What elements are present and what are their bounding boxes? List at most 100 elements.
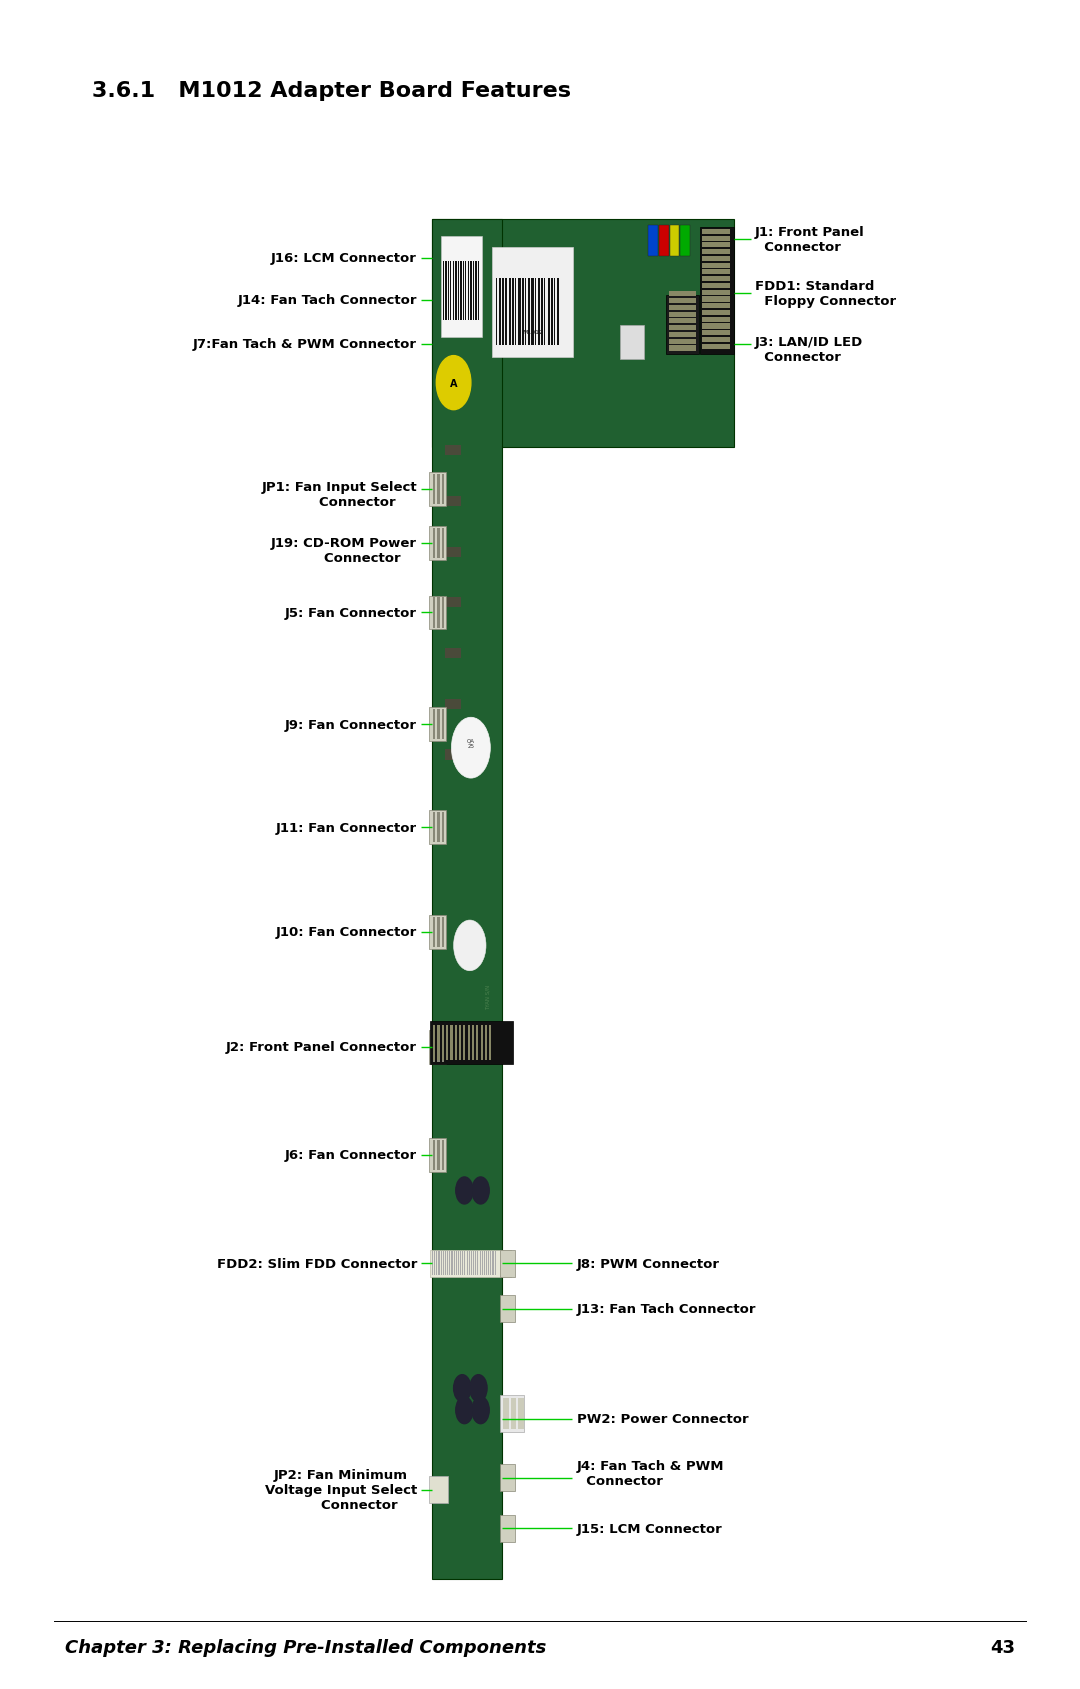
Text: FDD2: Slim FDD Connector: FDD2: Slim FDD Connector bbox=[216, 1257, 417, 1270]
Bar bbox=[475, 262, 476, 321]
Text: J5: Fan Connector: J5: Fan Connector bbox=[285, 606, 417, 620]
Bar bbox=[445, 1252, 446, 1275]
Bar bbox=[669, 339, 696, 345]
Bar bbox=[429, 596, 446, 630]
Bar bbox=[430, 1250, 511, 1277]
Bar bbox=[429, 1476, 448, 1503]
Bar bbox=[442, 709, 444, 740]
Bar bbox=[500, 1395, 524, 1432]
Bar bbox=[437, 475, 440, 505]
Bar bbox=[432, 1252, 433, 1275]
Bar bbox=[477, 262, 480, 321]
Bar bbox=[463, 1025, 465, 1061]
Bar bbox=[500, 1250, 515, 1277]
Bar bbox=[476, 1025, 478, 1061]
Bar bbox=[500, 1295, 515, 1322]
Bar bbox=[490, 1252, 491, 1275]
Bar bbox=[518, 279, 521, 346]
Bar bbox=[429, 473, 446, 507]
Bar bbox=[485, 1025, 487, 1061]
Bar bbox=[648, 226, 658, 257]
Bar bbox=[531, 279, 534, 346]
Bar bbox=[669, 319, 696, 324]
Bar bbox=[702, 345, 730, 350]
Bar bbox=[702, 311, 730, 316]
Text: J16: LCM Connector: J16: LCM Connector bbox=[271, 252, 417, 265]
Bar bbox=[468, 262, 469, 321]
Bar bbox=[429, 811, 446, 844]
Bar bbox=[462, 262, 464, 321]
Text: J2: Front Panel Connector: J2: Front Panel Connector bbox=[226, 1040, 417, 1054]
Bar bbox=[460, 1252, 461, 1275]
Bar bbox=[433, 709, 435, 740]
Bar bbox=[515, 279, 516, 346]
Bar bbox=[496, 279, 497, 346]
Text: A: A bbox=[450, 378, 457, 388]
Circle shape bbox=[472, 1177, 489, 1204]
Bar bbox=[557, 279, 559, 346]
Circle shape bbox=[454, 921, 486, 971]
Bar bbox=[500, 1515, 515, 1542]
Bar bbox=[471, 1252, 472, 1275]
Bar bbox=[670, 226, 679, 257]
Bar bbox=[702, 331, 730, 336]
Bar bbox=[441, 236, 482, 338]
Bar bbox=[443, 262, 444, 321]
Bar bbox=[442, 1032, 444, 1062]
Bar bbox=[509, 279, 511, 346]
Bar bbox=[433, 529, 435, 559]
Bar bbox=[669, 312, 696, 318]
Bar bbox=[669, 306, 696, 311]
Bar bbox=[669, 346, 696, 351]
Bar bbox=[441, 1252, 442, 1275]
Bar bbox=[438, 1252, 440, 1275]
Bar bbox=[429, 1030, 446, 1064]
Bar bbox=[455, 1025, 457, 1061]
Text: J11: Fan Connector: J11: Fan Connector bbox=[275, 821, 417, 834]
Bar bbox=[669, 333, 696, 338]
Bar bbox=[702, 270, 730, 275]
Bar bbox=[669, 326, 696, 331]
Bar bbox=[480, 1252, 481, 1275]
Text: 3.6.1   M1012 Adapter Board Features: 3.6.1 M1012 Adapter Board Features bbox=[92, 81, 571, 101]
Bar bbox=[554, 279, 555, 346]
Bar bbox=[511, 1398, 516, 1429]
Bar bbox=[450, 1025, 453, 1061]
Bar bbox=[445, 547, 461, 557]
Bar bbox=[437, 1025, 440, 1061]
Bar bbox=[512, 279, 514, 346]
Bar bbox=[702, 236, 730, 242]
Bar bbox=[680, 226, 690, 257]
Text: J8: PWM Connector: J8: PWM Connector bbox=[577, 1257, 719, 1270]
Bar bbox=[492, 1252, 494, 1275]
Bar bbox=[445, 649, 461, 659]
Bar bbox=[437, 529, 440, 559]
Bar bbox=[433, 1032, 435, 1062]
Bar bbox=[669, 292, 696, 297]
Bar bbox=[666, 296, 699, 355]
Bar bbox=[437, 709, 440, 740]
Bar bbox=[430, 1022, 513, 1064]
Bar bbox=[456, 262, 457, 321]
Bar bbox=[445, 598, 461, 608]
Bar bbox=[702, 318, 730, 323]
Text: J3: LAN/ID LED
  Connector: J3: LAN/ID LED Connector bbox=[755, 336, 863, 363]
Bar bbox=[525, 279, 526, 346]
Text: J9: Fan Connector: J9: Fan Connector bbox=[285, 718, 417, 731]
Bar bbox=[445, 699, 461, 709]
Bar bbox=[702, 243, 730, 248]
Bar bbox=[445, 750, 461, 760]
Text: TYAN S/N: TYAN S/N bbox=[486, 985, 490, 1008]
Bar bbox=[442, 917, 444, 948]
Bar bbox=[433, 1140, 435, 1170]
Bar bbox=[528, 279, 530, 346]
Bar bbox=[492, 248, 573, 358]
Bar bbox=[433, 812, 435, 843]
Bar bbox=[429, 527, 446, 561]
Text: J14: Fan Tach Connector: J14: Fan Tach Connector bbox=[238, 294, 417, 307]
Text: 43: 43 bbox=[990, 1638, 1015, 1657]
Bar bbox=[702, 297, 730, 302]
Bar bbox=[465, 262, 467, 321]
Bar bbox=[470, 262, 472, 321]
Bar bbox=[460, 262, 462, 321]
